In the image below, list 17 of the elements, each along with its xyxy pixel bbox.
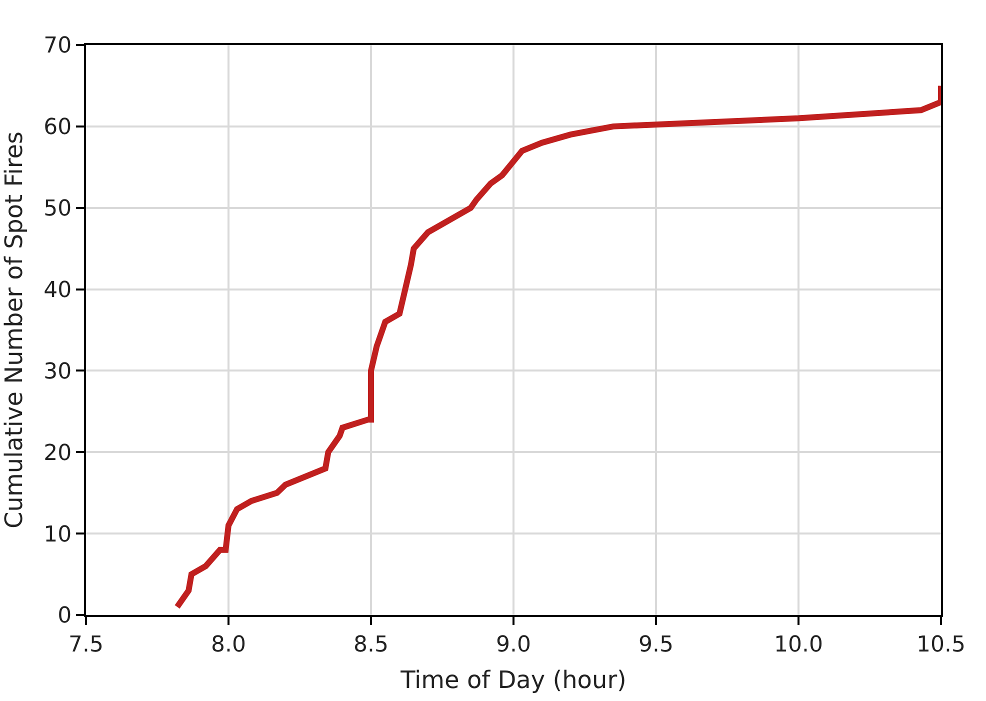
- y-tick-label: 0: [58, 604, 72, 629]
- y-tick-label: 40: [44, 278, 72, 303]
- x-tick-label: 9.0: [496, 632, 531, 658]
- y-tick-label: 20: [44, 440, 72, 466]
- x-tick-label: 9.5: [638, 632, 674, 658]
- y-tick-label: 70: [44, 34, 72, 59]
- x-tick-label: 8.0: [211, 632, 246, 658]
- x-tick-label: 10.5: [916, 632, 966, 658]
- x-tick-label: 8.5: [354, 632, 388, 658]
- x-tick-label: 10.0: [774, 632, 823, 658]
- y-tick-label: 10: [44, 522, 72, 548]
- x-axis-title: Time of Day (hour): [400, 666, 626, 694]
- y-tick-label: 60: [44, 115, 72, 140]
- x-tick-label: 7.5: [68, 632, 104, 658]
- y-axis-title: Cumulative Number of Spot Fires: [0, 132, 28, 528]
- y-tick-label: 30: [44, 359, 72, 384]
- y-tick-label: 50: [44, 196, 72, 222]
